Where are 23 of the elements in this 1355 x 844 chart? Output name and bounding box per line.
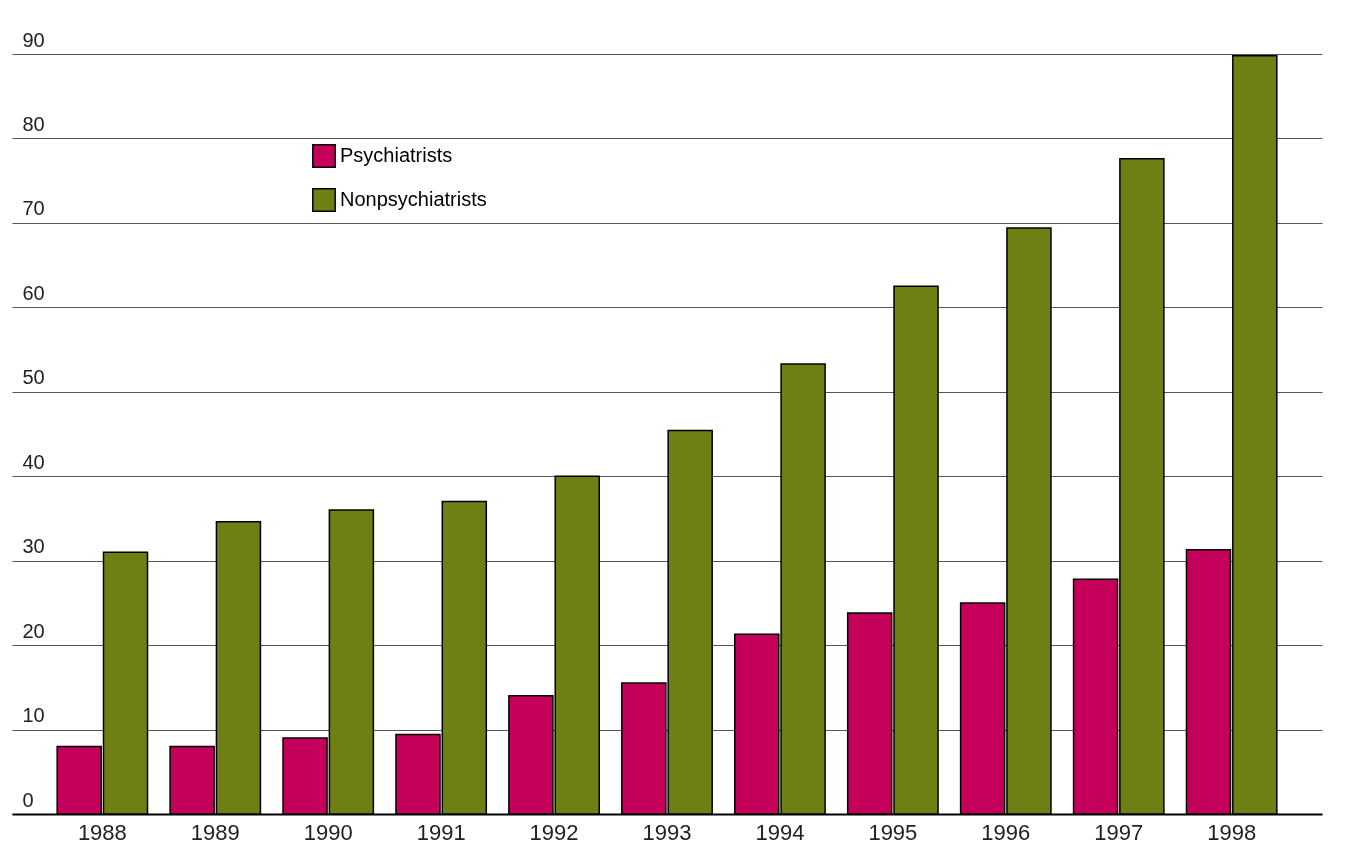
x-tick-label: 1989 [190, 819, 240, 844]
x-tick-label: 1988 [77, 819, 127, 844]
y-tick-label: 0 [22, 788, 34, 811]
legend-label: Nonpsychiatrists [340, 188, 487, 210]
y-tick-label: 60 [22, 281, 45, 304]
y-tick-label: 90 [22, 28, 45, 51]
x-tick-label: 1995 [868, 819, 918, 844]
x-tick-label: 1992 [529, 819, 579, 844]
y-tick-label: 30 [22, 535, 45, 558]
x-tick-label: 1991 [416, 819, 466, 844]
y-tick-label: 70 [22, 197, 45, 220]
legend-label: Psychiatrists [340, 144, 453, 166]
y-tick-label: 40 [22, 450, 45, 473]
y-tick-label: 80 [22, 112, 45, 135]
x-tick-label: 1994 [755, 819, 805, 844]
x-tick-label: 1996 [981, 819, 1031, 844]
y-tick-label: 20 [22, 619, 45, 642]
y-tick-label: 50 [22, 366, 45, 389]
x-tick-label: 1993 [642, 819, 692, 844]
x-tick-label: 1990 [303, 819, 353, 844]
x-tick-label: 1998 [1207, 819, 1257, 844]
y-tick-label: 10 [22, 704, 45, 727]
x-tick-label: 1997 [1094, 819, 1144, 844]
